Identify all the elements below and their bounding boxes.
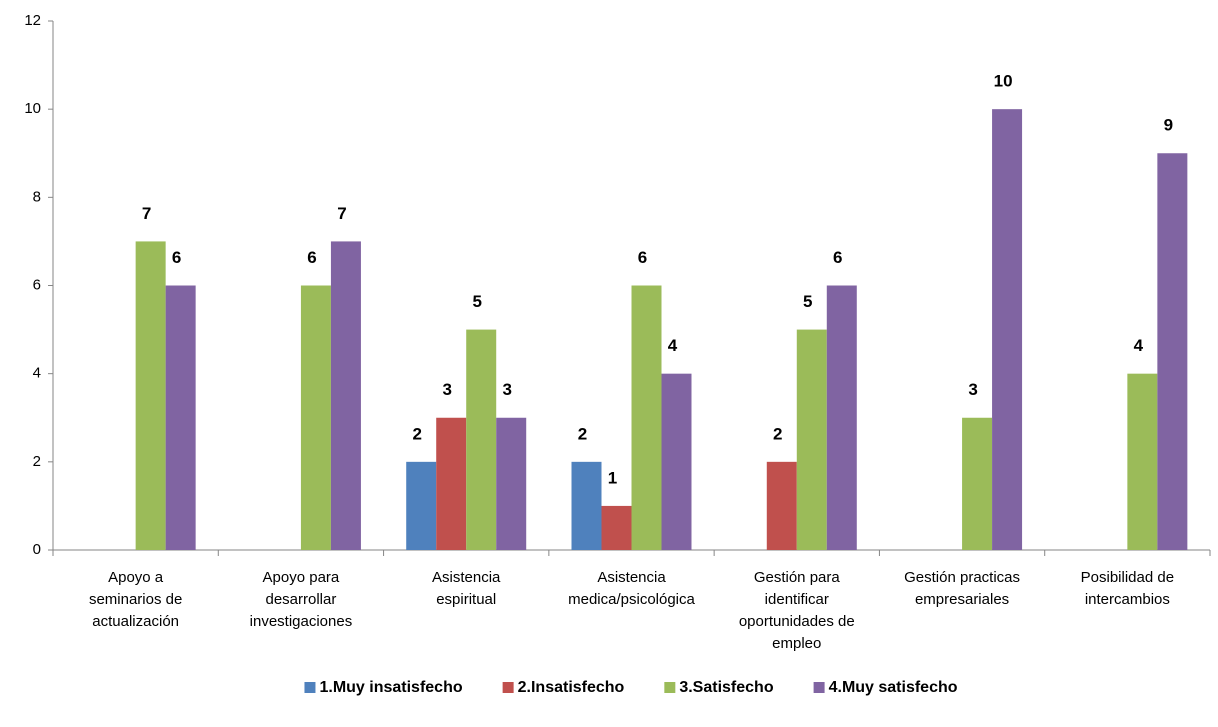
bar	[165, 285, 196, 550]
label-line: Asistencia	[597, 569, 666, 586]
value-label: 1	[608, 468, 617, 487]
bar	[601, 505, 632, 550]
value-label: 6	[307, 248, 316, 267]
x-tick-label: Gestión para identificar oportunidades de e…	[739, 569, 855, 652]
y-tick-label: 8	[33, 188, 41, 205]
value-label: 6	[833, 248, 842, 267]
value-label: 3	[442, 380, 451, 399]
label-line: Posibilidad de	[1081, 569, 1174, 586]
bar	[571, 461, 602, 550]
legend-swatch	[813, 682, 825, 693]
bar	[962, 417, 993, 550]
label-line: espiritual	[436, 591, 496, 608]
bar	[436, 417, 467, 550]
value-label: 7	[142, 204, 151, 223]
label-line: seminarios de	[89, 591, 182, 608]
label-line: intercambios	[1085, 591, 1170, 608]
legend-item: 4.Muy satisfecho	[813, 679, 958, 696]
legend-label: 3.Satisfecho	[679, 679, 773, 696]
legend-swatch	[502, 682, 514, 693]
value-label: 3	[502, 380, 511, 399]
value-label: 2	[578, 424, 587, 443]
value-label: 7	[337, 204, 346, 223]
label-line: investigaciones	[250, 613, 353, 630]
y-tick-label: 10	[24, 100, 41, 117]
value-label: 9	[1164, 116, 1173, 135]
legend-label: 1.Muy insatisfecho	[319, 679, 462, 696]
label-line: Gestión practicas	[904, 569, 1020, 586]
label-line: Gestión para	[754, 569, 841, 586]
label-line: actualización	[92, 613, 179, 630]
legend-swatch	[304, 682, 316, 693]
x-tick-label: Asistencia espiritual	[432, 569, 501, 608]
bar	[766, 461, 797, 550]
x-tick-label: Apoyo para desarrollar investigaciones	[250, 569, 353, 630]
legend-swatch	[664, 682, 676, 693]
x-tick-label: Asistencia medica/psicológica	[568, 569, 695, 608]
x-tick-label: Gestión practicas empresariales	[904, 569, 1020, 608]
x-tick-label: Posibilidad de intercambios	[1081, 569, 1174, 608]
bar	[135, 241, 166, 550]
y-tick-label: 0	[33, 541, 41, 558]
value-label: 4	[668, 336, 678, 355]
value-label: 5	[472, 292, 481, 311]
value-label: 3	[968, 380, 977, 399]
value-label: 10	[994, 72, 1013, 91]
legend-label: 4.Muy satisfecho	[829, 679, 958, 696]
value-label: 4	[1134, 336, 1144, 355]
label-line: oportunidades de	[739, 613, 855, 630]
value-label: 2	[412, 424, 421, 443]
bar	[1157, 153, 1188, 550]
label-line: Apoyo para	[263, 569, 340, 586]
bar	[631, 285, 662, 550]
bar	[661, 373, 692, 550]
label-line: empresariales	[915, 591, 1009, 608]
value-label: 5	[803, 292, 812, 311]
bar	[1127, 373, 1158, 550]
bar	[406, 461, 437, 550]
label-line: medica/psicológica	[568, 591, 695, 608]
bar	[992, 109, 1023, 551]
bar	[496, 417, 527, 550]
y-tick-label: 2	[33, 453, 41, 470]
label-line: desarrollar	[265, 591, 336, 608]
bar	[796, 329, 827, 550]
label-line: identificar	[765, 591, 829, 608]
legend-item: 2.Insatisfecho	[502, 679, 625, 696]
label-line: Asistencia	[432, 569, 501, 586]
y-tick-label: 12	[24, 12, 41, 29]
bar	[330, 241, 361, 550]
label-line: Apoyo a	[108, 569, 164, 586]
legend-item: 3.Satisfecho	[664, 679, 774, 696]
legend-item: 1.Muy insatisfecho	[304, 679, 463, 696]
x-tick-label: Apoyo a seminarios de actualización	[89, 569, 182, 630]
value-label: 2	[773, 424, 782, 443]
bar	[300, 285, 331, 550]
value-label: 6	[172, 248, 181, 267]
y-tick-label: 4	[33, 365, 41, 382]
bar	[826, 285, 857, 550]
y-tick-label: 6	[33, 276, 41, 293]
bar	[466, 329, 497, 550]
label-line: empleo	[772, 635, 821, 652]
value-label: 6	[638, 248, 647, 267]
legend-label: 2.Insatisfecho	[518, 679, 625, 696]
